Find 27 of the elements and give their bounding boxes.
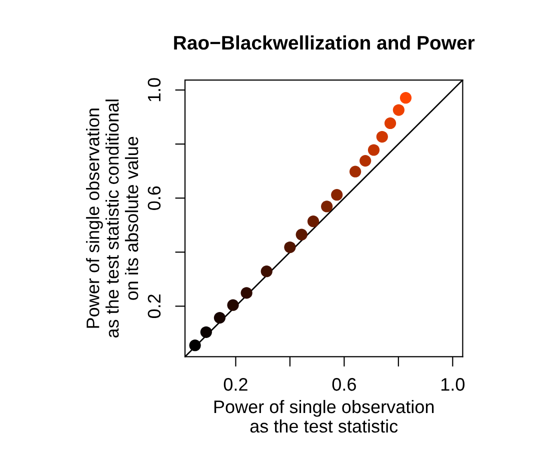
point — [214, 312, 226, 324]
point — [307, 216, 320, 228]
point — [240, 287, 252, 299]
y-tick-label: 0.6 — [148, 186, 161, 210]
point — [260, 266, 272, 278]
point — [200, 326, 212, 338]
point — [384, 117, 396, 130]
point — [400, 92, 412, 104]
point — [392, 104, 404, 116]
point — [331, 189, 343, 201]
point — [376, 130, 388, 143]
point — [368, 144, 380, 156]
x-tick-label: 0.6 — [332, 378, 356, 391]
point — [360, 155, 372, 167]
point — [227, 299, 239, 311]
chart-title: Rao−Blackwellization and Power — [174, 35, 475, 50]
x-tick-label: 1.0 — [441, 378, 464, 391]
point — [189, 340, 201, 352]
point — [349, 166, 362, 178]
y-axis-title: Power of single observation as the test statistic conditional on its absolute value — [86, 100, 138, 338]
point — [296, 228, 308, 240]
x-axis-title: Power of single observation as the test statistic — [214, 400, 434, 433]
point — [321, 200, 333, 212]
y-tick-label: 0.2 — [148, 294, 161, 318]
x-tick-label: 0.2 — [224, 378, 248, 391]
y-tick-label: 1.0 — [148, 78, 161, 102]
point — [284, 241, 296, 254]
